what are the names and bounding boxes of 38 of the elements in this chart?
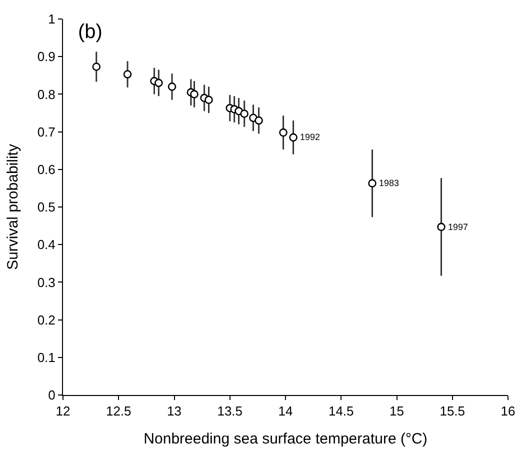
chart-title: (b) xyxy=(78,21,102,43)
y-tick-label: 0.2 xyxy=(37,312,56,328)
y-tick-label: 0.7 xyxy=(37,124,56,140)
y-tick-label: 0.1 xyxy=(37,350,56,365)
point xyxy=(154,78,163,88)
y-tick-label: 1 xyxy=(48,12,56,27)
x-axis-title: Nonbreeding sea surface temperature (°C) xyxy=(144,430,428,448)
point xyxy=(92,62,101,71)
point xyxy=(437,222,446,232)
y-tick-label: 0.5 xyxy=(37,200,56,215)
x-tick-label: 15 xyxy=(390,404,404,419)
point xyxy=(204,96,213,104)
x-tick-label: 13.5 xyxy=(217,404,243,419)
x-tick-label: 14 xyxy=(278,404,293,419)
y-tick-label: 0 xyxy=(48,388,56,403)
point xyxy=(289,133,298,142)
point xyxy=(368,179,376,188)
x-tick-label: 16 xyxy=(500,404,516,419)
y-tick-label: 0.9 xyxy=(37,49,56,64)
x-tick-label: 14.5 xyxy=(328,404,354,419)
x-tick-label: 12.5 xyxy=(106,404,132,419)
x-tick-label: 13 xyxy=(167,404,182,419)
point xyxy=(254,116,263,125)
y-tick-label: 0.8 xyxy=(37,86,56,102)
annotation: 1992 xyxy=(300,132,320,142)
point xyxy=(240,110,248,118)
x-tick-label: 12 xyxy=(56,404,70,419)
annotation: 1983 xyxy=(379,178,400,188)
point xyxy=(190,90,198,98)
point xyxy=(279,128,288,137)
x-tick-label: 15.5 xyxy=(440,404,466,419)
y-axis-title: Survival probability xyxy=(4,144,22,270)
y-tick-label: 0.4 xyxy=(37,237,56,252)
y-tick-label: 0.6 xyxy=(37,162,56,177)
y-tick-label: 0.3 xyxy=(37,274,56,290)
point xyxy=(123,70,132,78)
point xyxy=(168,82,176,91)
annotation: 1997 xyxy=(448,222,468,232)
